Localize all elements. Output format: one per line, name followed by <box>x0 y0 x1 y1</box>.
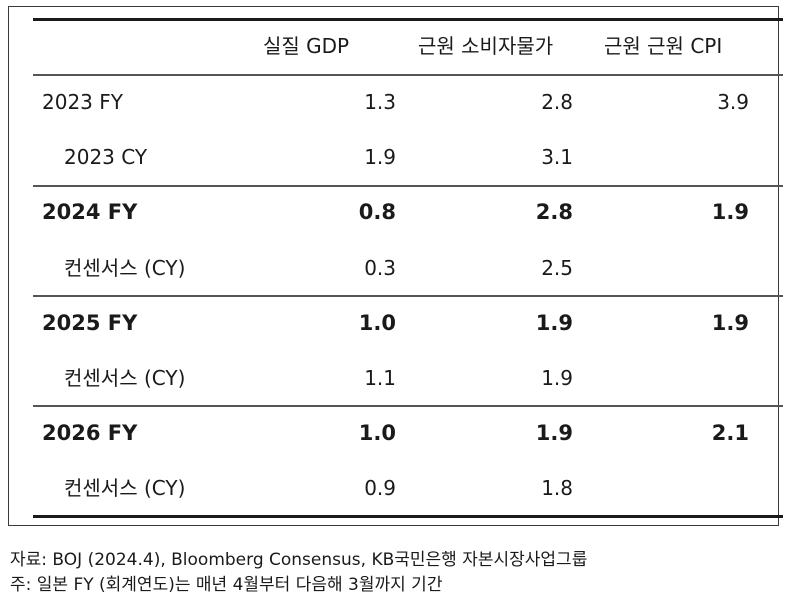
cell-core-cpi: 3.1 <box>541 145 573 169</box>
group-rule-2026 <box>33 405 783 407</box>
cell-core-core-cpi: 2.1 <box>711 421 749 445</box>
cell-real-gdp: 1.3 <box>364 90 396 114</box>
cell-real-gdp: 0.3 <box>364 256 396 280</box>
row-label: 컨센서스 (CY) <box>64 476 186 500</box>
cell-core-cpi: 1.9 <box>541 366 573 390</box>
cell-core-cpi: 1.8 <box>541 476 573 500</box>
group-rule-2024 <box>33 185 783 187</box>
row-label: 2025 FY <box>42 311 138 335</box>
header-core-cpi: 근원 소비자물가 <box>418 34 554 58</box>
header-real-gdp: 실질 GDP <box>263 34 350 58</box>
cell-core-cpi: 2.8 <box>535 200 573 224</box>
row-label: 2023 CY <box>64 145 148 169</box>
cell-real-gdp: 1.0 <box>358 311 396 335</box>
top-rule <box>33 18 783 21</box>
cell-real-gdp: 1.0 <box>358 421 396 445</box>
cell-real-gdp: 0.9 <box>364 476 396 500</box>
header-rule <box>33 74 783 76</box>
cell-core-cpi: 2.8 <box>541 90 573 114</box>
bottom-rule <box>33 515 783 518</box>
cell-core-core-cpi: 1.9 <box>711 200 749 224</box>
cell-real-gdp: 1.9 <box>364 145 396 169</box>
row-label: 컨센서스 (CY) <box>64 256 186 280</box>
cell-core-cpi: 1.9 <box>535 311 573 335</box>
cell-core-cpi: 1.9 <box>535 421 573 445</box>
group-rule-2025 <box>33 295 783 297</box>
cell-core-core-cpi: 1.9 <box>711 311 749 335</box>
header-core-core-cpi: 근원 근원 CPI <box>604 34 723 58</box>
table-frame <box>8 6 779 526</box>
source-note: 자료: BOJ (2024.4), Bloomberg Consensus, K… <box>10 550 588 570</box>
cell-real-gdp: 0.8 <box>358 200 396 224</box>
row-label: 컨센서스 (CY) <box>64 366 186 390</box>
row-label: 2024 FY <box>42 200 138 224</box>
cell-core-cpi: 2.5 <box>541 256 573 280</box>
row-label: 2026 FY <box>42 421 138 445</box>
row-label: 2023 FY <box>42 90 123 114</box>
cell-real-gdp: 1.1 <box>364 366 396 390</box>
cell-core-core-cpi: 3.9 <box>717 90 749 114</box>
period-note: 주: 일본 FY (회계연도)는 매년 4월부터 다음해 3월까지 기간 <box>10 575 443 595</box>
